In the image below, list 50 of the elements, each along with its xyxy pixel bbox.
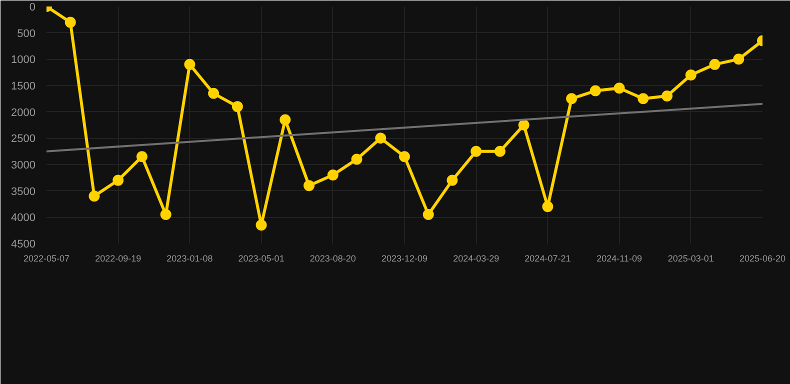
- y-tick-label: 0: [29, 2, 36, 14]
- point: [304, 180, 315, 192]
- point: [614, 82, 625, 94]
- x-tick-label: 2024-11-09: [596, 254, 642, 264]
- point: [88, 190, 100, 202]
- point: [662, 90, 673, 102]
- point: [470, 146, 482, 157]
- point: [542, 201, 554, 212]
- y-tick-label: 2000: [11, 106, 36, 119]
- x-tick-label: 2023-01-08: [166, 254, 213, 264]
- x-tick-label: 2023-05-01: [238, 254, 284, 264]
- y-tick-label: 2500: [11, 133, 36, 146]
- point: [280, 114, 291, 126]
- y-tick-label: 4500: [11, 238, 36, 250]
- point: [422, 209, 434, 220]
- y-tick-label: 3500: [11, 186, 36, 198]
- point: [160, 209, 172, 220]
- point: [566, 93, 578, 104]
- point: [638, 93, 649, 104]
- point: [590, 85, 601, 96]
- x-tick-label: 2024-07-21: [524, 254, 571, 264]
- y-tick-label: 4000: [11, 212, 36, 224]
- y-tick-label: 500: [17, 28, 36, 40]
- point: [136, 151, 148, 162]
- point: [733, 54, 744, 65]
- point: [208, 88, 220, 99]
- point: [709, 58, 720, 70]
- point: [446, 174, 458, 186]
- x-tick-label: 2023-08-20: [310, 254, 356, 264]
- y-tick-label: 3000: [11, 160, 36, 172]
- x-tick-label: 2023-12-09: [381, 254, 428, 264]
- x-tick-label: 2025-06-20: [739, 254, 786, 264]
- point: [351, 154, 362, 165]
- point: [112, 174, 124, 186]
- point: [256, 220, 267, 231]
- point: [494, 146, 506, 157]
- y-tick-label: 1500: [11, 80, 36, 92]
- point: [64, 16, 76, 28]
- point: [232, 101, 243, 112]
- point: [327, 170, 338, 181]
- x-tick-label: 2024-03-29: [453, 254, 500, 264]
- x-tick-label: 2025-03-01: [668, 254, 714, 264]
- x-tick-label: 2022-09-19: [95, 254, 142, 264]
- y-tick-label: 1000: [11, 54, 36, 66]
- point: [685, 69, 696, 80]
- point: [399, 151, 410, 162]
- point: [184, 58, 196, 70]
- point: [375, 132, 386, 144]
- x-tick-label: 2022-05-07: [23, 254, 70, 264]
- point: [518, 120, 530, 130]
